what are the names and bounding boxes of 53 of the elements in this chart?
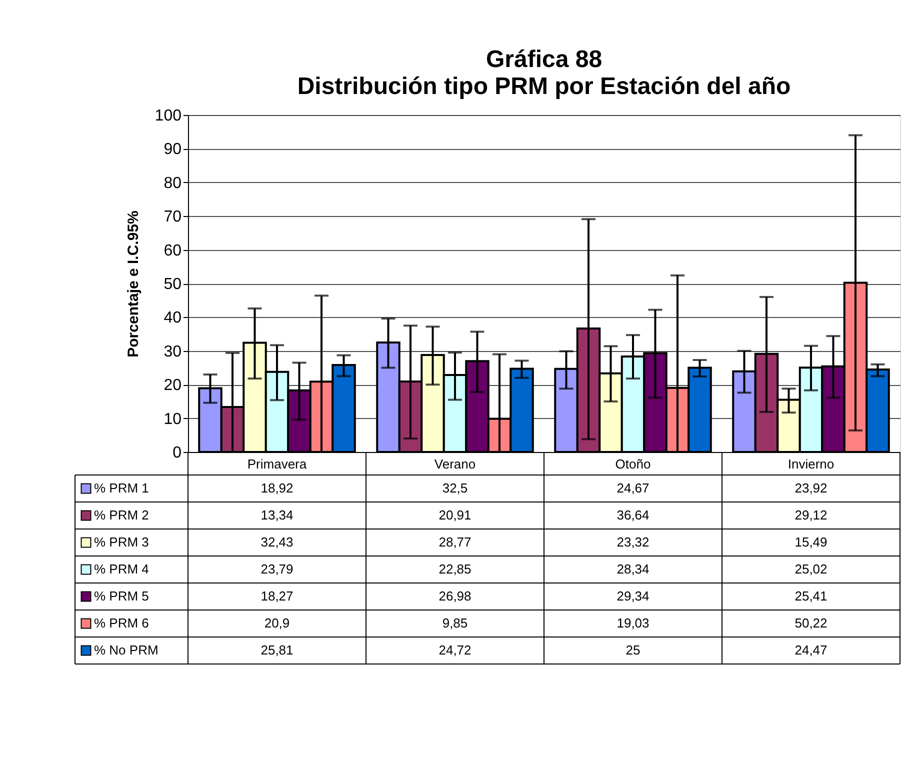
data-label: 18,92	[260, 480, 294, 496]
data-label: 29,34	[616, 588, 650, 604]
data-label: 23,92	[794, 480, 828, 496]
data-label: 50,22	[794, 616, 828, 630]
data-label: 32,43	[260, 534, 294, 550]
data-label: 28,77	[438, 534, 472, 550]
y-axis-title: Porcentaje e I.C.95%	[124, 210, 142, 358]
chart-title: Gráfica 88	[486, 46, 602, 73]
y-tick-label: 0	[172, 444, 182, 462]
legend-label: % PRM 2	[94, 508, 149, 522]
data-label: 20,91	[438, 508, 472, 522]
data-label: 24,67	[616, 480, 650, 496]
y-tick-label: 40	[164, 310, 182, 327]
data-label: 20,9	[264, 616, 290, 630]
y-tick-label: 30	[164, 343, 182, 360]
x-tick-label: Verano	[434, 456, 476, 472]
data-label: 19,03	[616, 616, 650, 630]
legend-label: % PRM 3	[94, 534, 149, 550]
legend-label: % PRM 6	[94, 616, 149, 630]
chart-subtitle: Distribución tipo PRM por Estación del año	[297, 73, 791, 100]
x-tick-label: Otoño	[615, 456, 651, 472]
data-label: 25,02	[794, 562, 828, 576]
x-tick-label: Invierno	[788, 456, 834, 472]
legend-label: % PRM 5	[94, 588, 149, 604]
legend-label: % PRM 1	[94, 480, 149, 496]
data-label: 9,85	[442, 616, 468, 630]
y-tick-label: 60	[164, 242, 182, 260]
data-label: 25,81	[260, 642, 294, 658]
data-label: 24,72	[438, 642, 472, 658]
data-label: 22,85	[438, 562, 472, 576]
data-label: 32,5	[442, 480, 468, 496]
y-tick-label: 80	[164, 174, 182, 192]
data-label: 25,41	[794, 588, 828, 604]
y-tick-label: 70	[164, 208, 182, 226]
data-label: 23,79	[260, 562, 294, 576]
data-label: 36,64	[616, 508, 650, 522]
y-tick-label: 90	[164, 141, 182, 158]
data-label: 25	[626, 642, 640, 658]
legend-label: % No PRM	[94, 642, 158, 658]
data-label: 15,49	[794, 534, 828, 550]
legend-label: % PRM 4	[94, 562, 149, 576]
y-tick-label: 10	[164, 410, 182, 428]
data-label: 13,34	[260, 508, 294, 522]
data-label: 24,47	[794, 642, 828, 658]
x-tick-label: Primavera	[247, 456, 308, 472]
data-label: 26,98	[438, 588, 472, 604]
y-tick-label: 20	[164, 377, 182, 394]
y-tick-label: 100	[154, 108, 182, 124]
data-label: 18,27	[260, 588, 294, 604]
data-label: 29,12	[794, 508, 828, 522]
data-label: 28,34	[616, 562, 650, 576]
data-label: 23,32	[616, 534, 650, 550]
y-tick-label: 50	[164, 276, 182, 293]
